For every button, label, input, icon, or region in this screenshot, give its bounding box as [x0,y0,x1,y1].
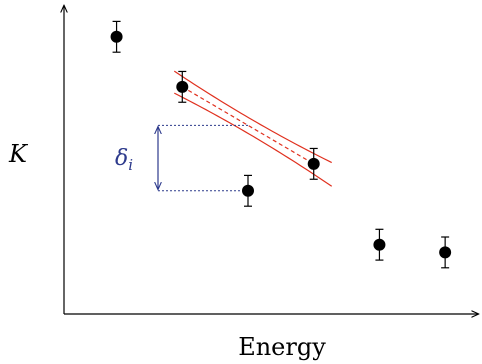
delta-label: δi [115,146,133,174]
fit-line [181,86,315,165]
point-marker [242,184,254,197]
point-marker [176,80,189,93]
point-marker [439,246,452,259]
x-axis-label: Energy [238,333,326,361]
point-marker [110,30,123,43]
data-point [307,147,320,180]
point-marker [307,157,320,170]
data-point [176,70,189,103]
data-point [373,228,386,261]
delta-annotation: δi [115,124,248,192]
fit-band [173,70,333,187]
fit-band-upper [173,70,332,164]
fit-band-lower [174,92,333,187]
axes [64,6,478,314]
data-point [242,174,254,207]
data-point [439,236,452,269]
y-axis-label: K [8,140,29,168]
data-points [110,20,452,269]
point-marker [373,238,386,251]
delta-subscript: i [128,156,133,174]
data-point [110,20,123,53]
